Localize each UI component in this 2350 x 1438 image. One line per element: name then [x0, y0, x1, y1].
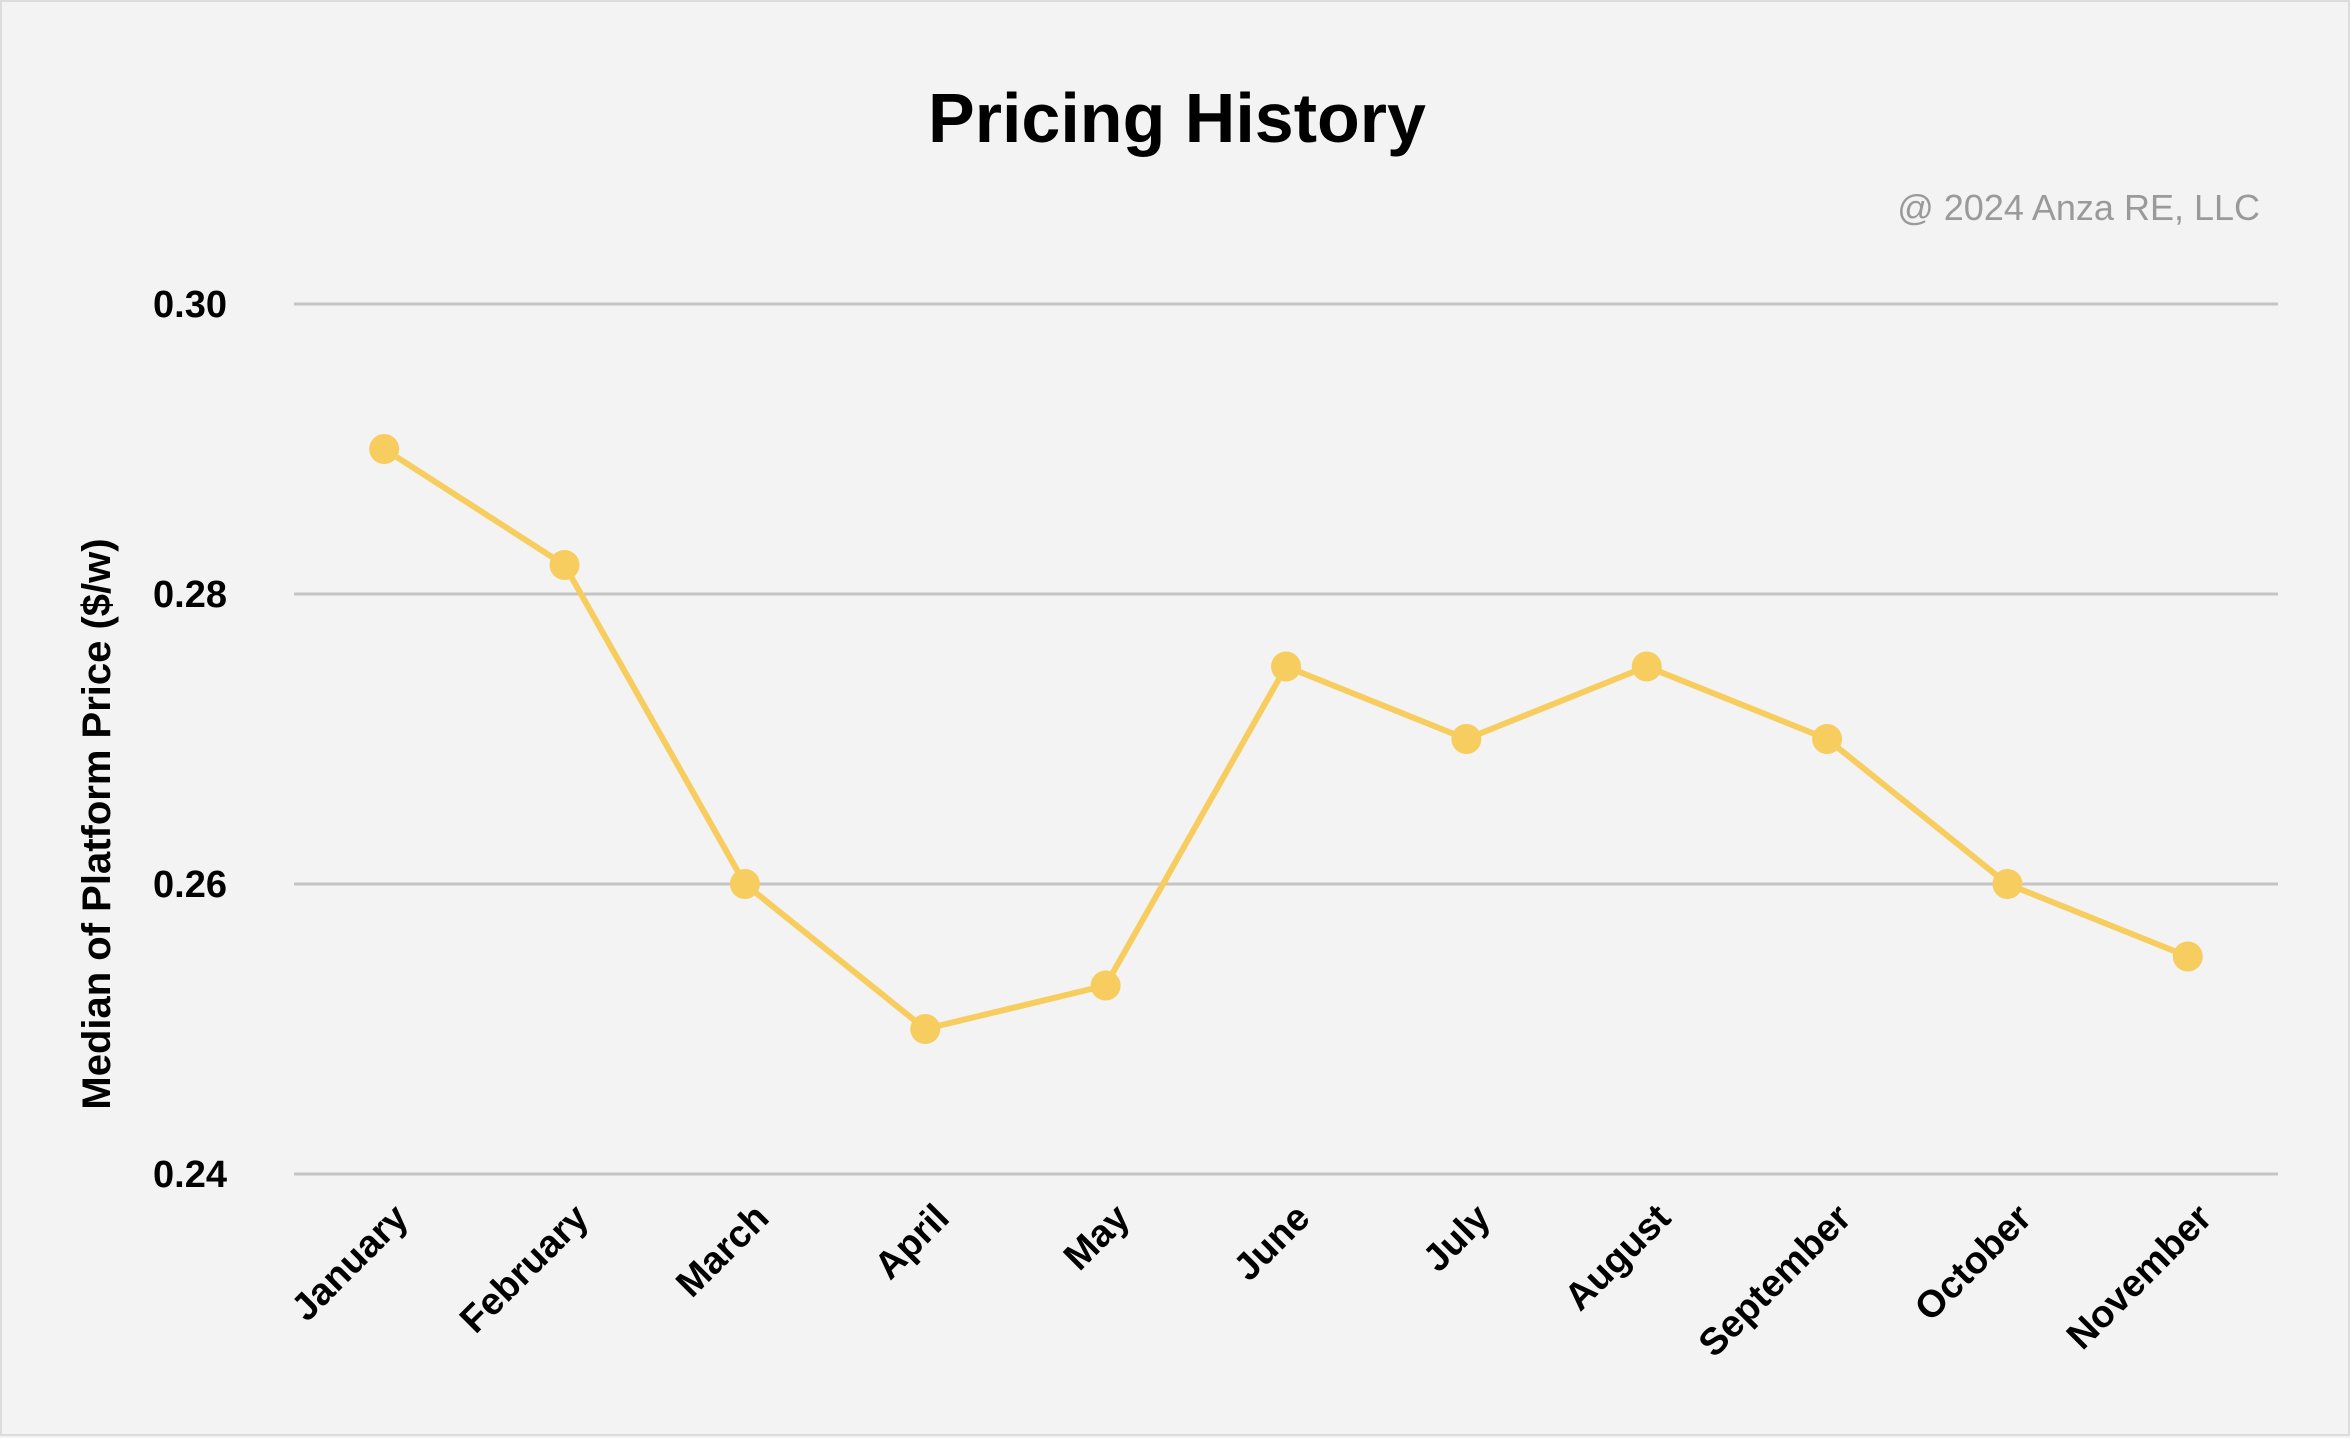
chart-title: Pricing History — [928, 79, 1426, 157]
data-point — [549, 550, 580, 580]
data-point — [1271, 651, 1301, 682]
x-tick-label: June — [1226, 1197, 1318, 1289]
data-point — [2172, 941, 2203, 972]
data-point — [910, 1014, 941, 1044]
y-tick-label: 0.30 — [153, 284, 227, 326]
y-axis-label: Median of Platform Price ($/w) — [75, 538, 119, 1109]
x-tick-label: February — [452, 1197, 597, 1342]
x-tick-label: November — [2059, 1197, 2220, 1358]
x-tick-label: September — [1691, 1197, 1860, 1366]
x-tick-label: April — [867, 1197, 958, 1288]
x-tick-label: August — [1557, 1196, 1679, 1318]
data-point — [1812, 724, 1843, 754]
data-point — [369, 434, 400, 464]
y-tick-label: 0.24 — [153, 1154, 227, 1196]
x-tick-label: May — [1056, 1197, 1138, 1279]
copyright-annotation: @ 2024 Anza RE, LLC — [1897, 187, 2260, 228]
x-tick-label: October — [1907, 1197, 2040, 1330]
data-point — [1992, 869, 2023, 899]
gridlines — [294, 302, 2278, 1176]
data-point — [729, 869, 760, 899]
x-tick-label: January — [284, 1197, 417, 1330]
data-point — [1451, 724, 1482, 754]
x-tick-label: March — [668, 1197, 777, 1306]
series-layer — [369, 434, 2203, 1044]
data-point — [1631, 651, 1662, 682]
x-tick-label: July — [1415, 1197, 1498, 1280]
series-line — [381, 446, 2191, 1032]
y-tick-label: 0.26 — [153, 864, 227, 906]
data-point — [1090, 970, 1121, 1001]
y-tick-label: 0.28 — [153, 574, 227, 616]
x-axis-ticks: January February March April May June July Augu… — [284, 1196, 2221, 1365]
y-axis-ticks: 0.24 0.26 0.28 0.30 — [153, 284, 227, 1196]
